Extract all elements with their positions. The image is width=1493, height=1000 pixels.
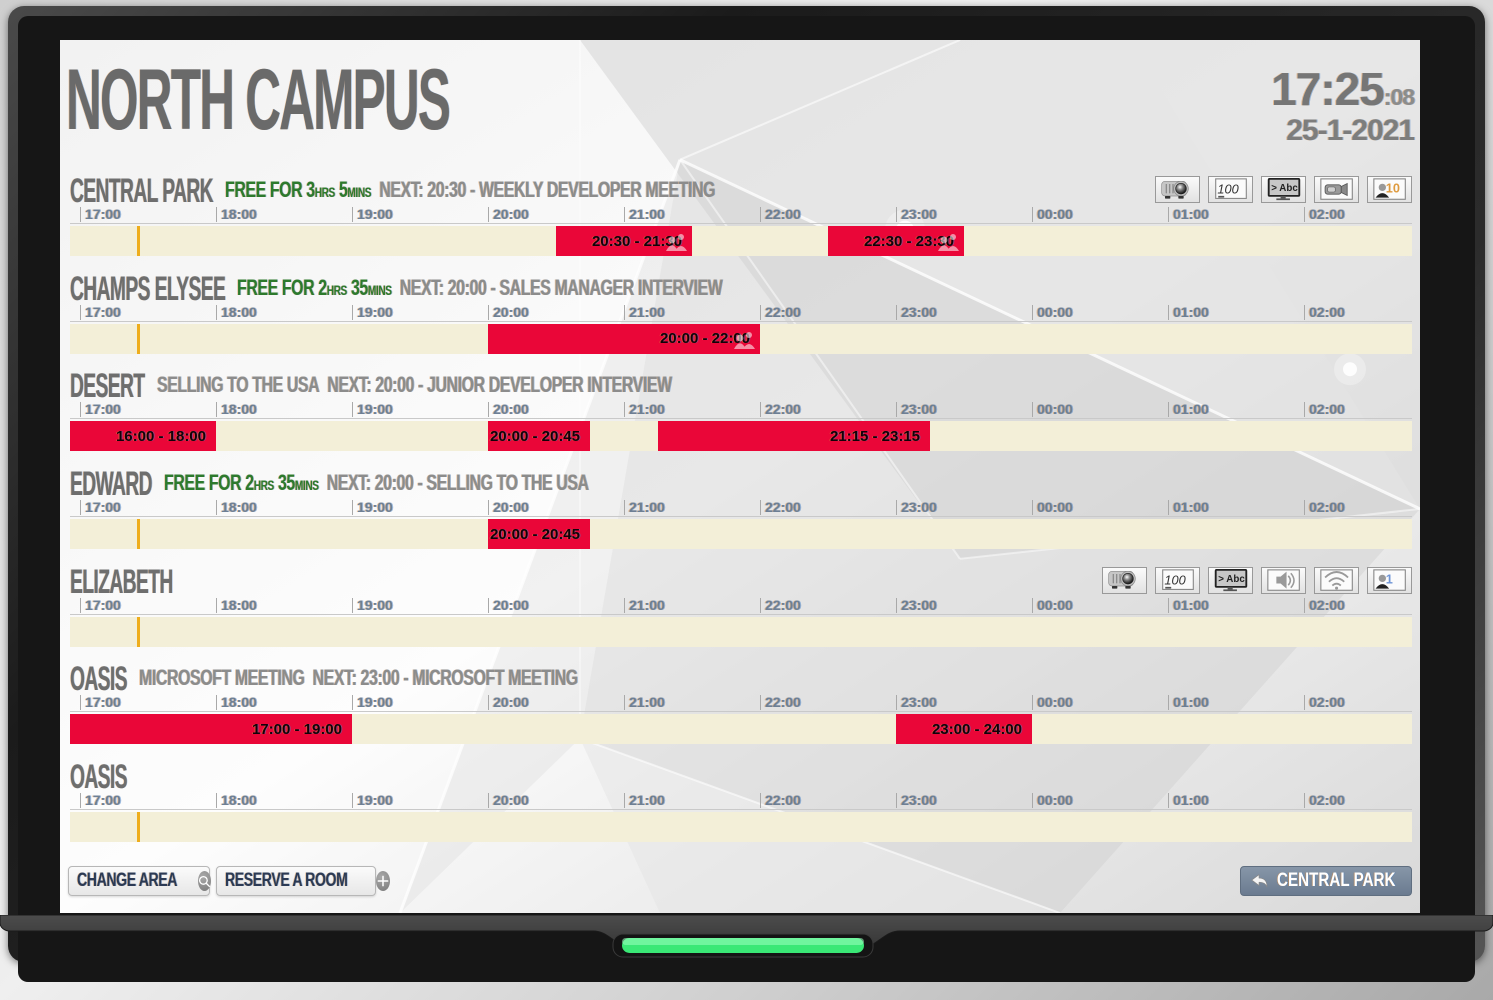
svg-text:1: 1 xyxy=(1385,571,1392,586)
svg-text:> Abc: > Abc xyxy=(1218,574,1245,585)
svg-text:100: 100 xyxy=(1217,181,1238,196)
svg-text:> Abc: > Abc xyxy=(1271,183,1298,194)
svg-text:100: 100 xyxy=(1164,572,1185,587)
svg-text:10: 10 xyxy=(1385,180,1399,195)
